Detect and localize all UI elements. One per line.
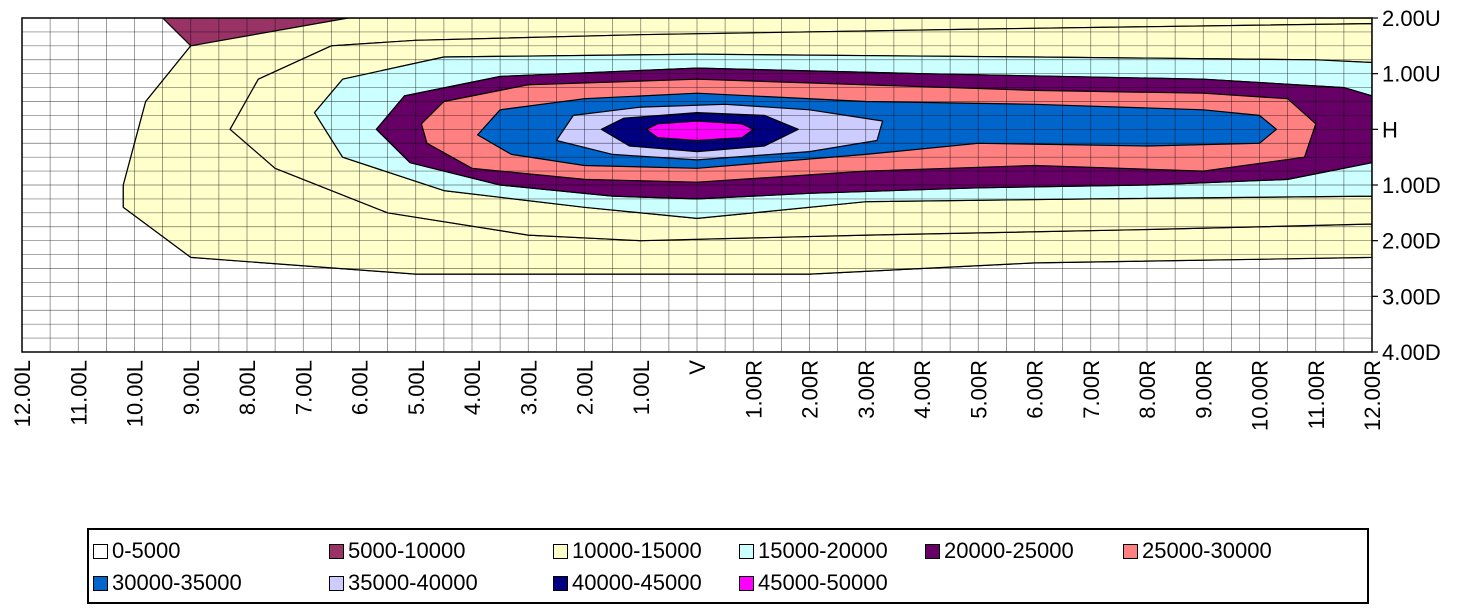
x-tick-label: 3.00R (854, 360, 879, 419)
x-tick-label: 11.00L (66, 360, 91, 426)
y-tick-label: 1.00U (1382, 62, 1441, 87)
x-tick-label: 11.00R (1304, 360, 1329, 429)
grid-lines (22, 18, 1372, 352)
legend-item: 30000-35000 (93, 568, 242, 598)
legend-item: 40000-45000 (553, 568, 702, 598)
x-tick-label: 7.00L (291, 360, 316, 415)
legend-swatch (553, 543, 568, 559)
x-tick-label: 9.00R (1191, 360, 1216, 419)
x-tick-label: V (685, 360, 710, 375)
y-tick-label: 2.00U (1382, 6, 1441, 31)
legend-swatch (329, 575, 344, 591)
x-tick-label: 6.00R (1023, 360, 1048, 419)
x-tick-label: 1.00L (629, 360, 654, 415)
legend-item: 15000-20000 (739, 536, 888, 566)
y-tick-label: 2.00D (1382, 229, 1441, 254)
x-tick-label: 6.00L (348, 360, 373, 415)
x-tick-label: 8.00L (235, 360, 260, 415)
legend-label: 15000-20000 (758, 538, 888, 563)
x-tick-label: 2.00L (573, 360, 598, 415)
legend-item: 10000-15000 (553, 536, 702, 566)
legend-item: 25000-30000 (1123, 536, 1272, 566)
legend-swatch (93, 575, 108, 591)
x-tick-label: 10.00L (123, 360, 148, 427)
legend-label: 35000-40000 (348, 570, 478, 595)
legend-item: 45000-50000 (739, 568, 888, 598)
legend: 0-5000 5000-10000 10000-15000 15000-20000 20… (87, 528, 1369, 604)
y-tick-label: 3.00D (1382, 284, 1441, 309)
legend-item: 35000-40000 (329, 568, 478, 598)
y-tick-label: 1.00D (1382, 173, 1441, 198)
legend-label: 10000-15000 (572, 538, 702, 563)
x-tick-label: 3.00L (516, 360, 541, 415)
x-tick-label: 7.00R (1079, 360, 1104, 419)
legend-swatch (1123, 543, 1138, 559)
legend-item: 5000-10000 (329, 536, 465, 566)
legend-swatch (93, 543, 108, 559)
x-tick-label: 5.00R (966, 360, 991, 419)
legend-swatch (739, 543, 754, 559)
x-tick-label: 2.00R (798, 360, 823, 419)
legend-label: 20000-25000 (944, 538, 1074, 563)
legend-label: 45000-50000 (758, 570, 888, 595)
x-tick-label: 10.00R (1248, 360, 1273, 431)
legend-swatch (925, 543, 940, 559)
legend-label: 40000-45000 (572, 570, 702, 595)
legend-swatch (329, 543, 344, 559)
x-tick-label: 12.00R (1360, 360, 1385, 431)
x-tick-label: 1.00R (741, 360, 766, 419)
x-tick-label: 12.00L (10, 360, 35, 427)
legend-label: 5000-10000 (348, 538, 466, 563)
legend-item: 20000-25000 (925, 536, 1074, 566)
legend-label: 30000-35000 (112, 570, 242, 595)
y-tick-label: H (1382, 117, 1398, 142)
x-tick-label: 4.00L (460, 360, 485, 415)
x-tick-label: 4.00R (910, 360, 935, 419)
x-tick-label: 9.00L (179, 360, 204, 415)
x-tick-label: 8.00R (1135, 360, 1160, 419)
legend-label: 0-5000 (112, 538, 181, 563)
contour-chart: 2.00U 1.00U H 1.00D 2.00D 3.00D 4.00D 12.00L 11… (10, 6, 1441, 431)
y-tick-label: 4.00D (1382, 340, 1441, 365)
legend-swatch (553, 575, 568, 591)
legend-swatch (739, 575, 754, 591)
x-tick-label: 5.00L (404, 360, 429, 415)
contour-band-10 (645, 120, 754, 142)
legend-item: 0-5000 (93, 536, 181, 566)
legend-label: 25000-30000 (1142, 538, 1272, 563)
